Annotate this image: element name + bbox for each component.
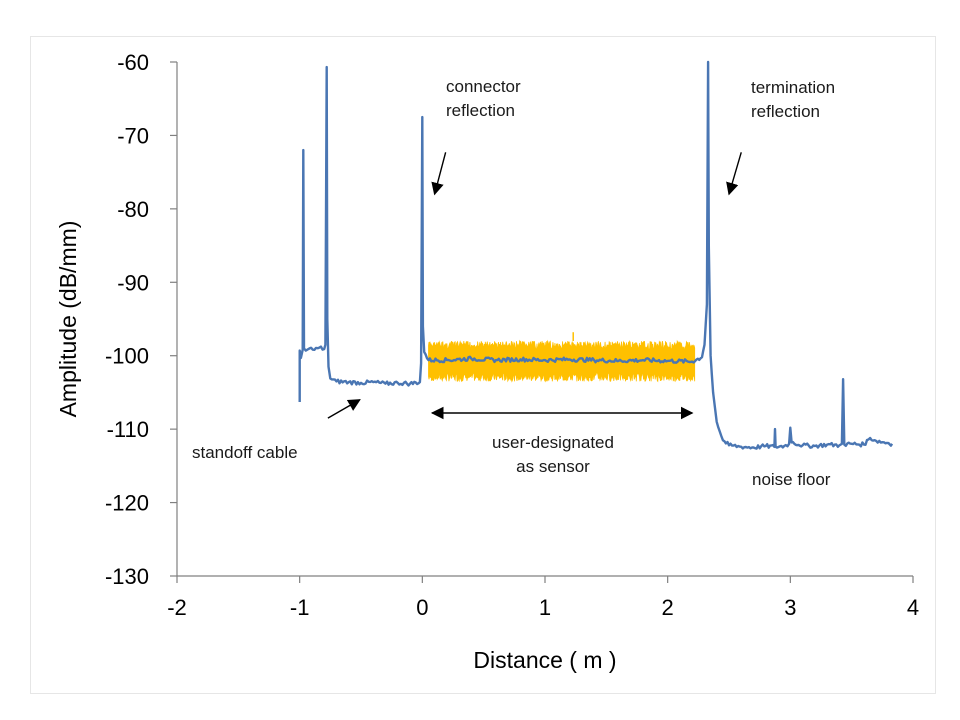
annotation-standoff-text: standoff cable [192,443,298,462]
y-tick-label: -90 [117,270,149,295]
x-tick-label: 3 [784,595,796,620]
x-tick-label: 1 [539,595,551,620]
annotation-connector-text: reflection [446,101,515,120]
x-axis-label: Distance ( m ) [473,647,616,673]
plot-area [298,60,894,450]
y-tick-label: -110 [107,417,149,442]
x-tick-label: 0 [416,595,428,620]
x-tick-label: 2 [662,595,674,620]
y-tick-label: -100 [105,344,149,369]
y-tick-label: -60 [117,50,149,75]
annotation-connector-arrow [431,152,447,196]
sensor-band [428,339,696,383]
amplitude-trace [298,60,894,450]
annotation-termination-text: reflection [751,102,820,121]
y-tick-label: -130 [105,564,149,589]
annotation-noise-floor-text: noise floor [752,470,831,489]
y-tick-label: -70 [117,123,149,148]
annotation-sensor-text: user-designated [492,433,614,452]
annotation-termination-text: termination [751,78,835,97]
annotation-sensor-text: as sensor [516,457,590,476]
tick-labels: -2 -1 0 1 2 3 4 -60 -70 -80 -90 -100 -110 -120 -130 [105,50,919,620]
y-axis-label: Amplitude (dB/mm) [55,221,81,418]
x-tick-label: -2 [167,595,187,620]
annotations: connector reflection termination reflection… [192,77,835,489]
axes [170,61,914,583]
annotation-standoff-arrow [327,399,361,419]
y-tick-label: -120 [105,491,149,516]
annotation-connector-text: connector [446,77,521,96]
x-tick-label: 4 [907,595,919,620]
y-tick-label: -80 [117,197,149,222]
annotation-termination-arrow [726,152,742,196]
x-tick-label: -1 [290,595,310,620]
